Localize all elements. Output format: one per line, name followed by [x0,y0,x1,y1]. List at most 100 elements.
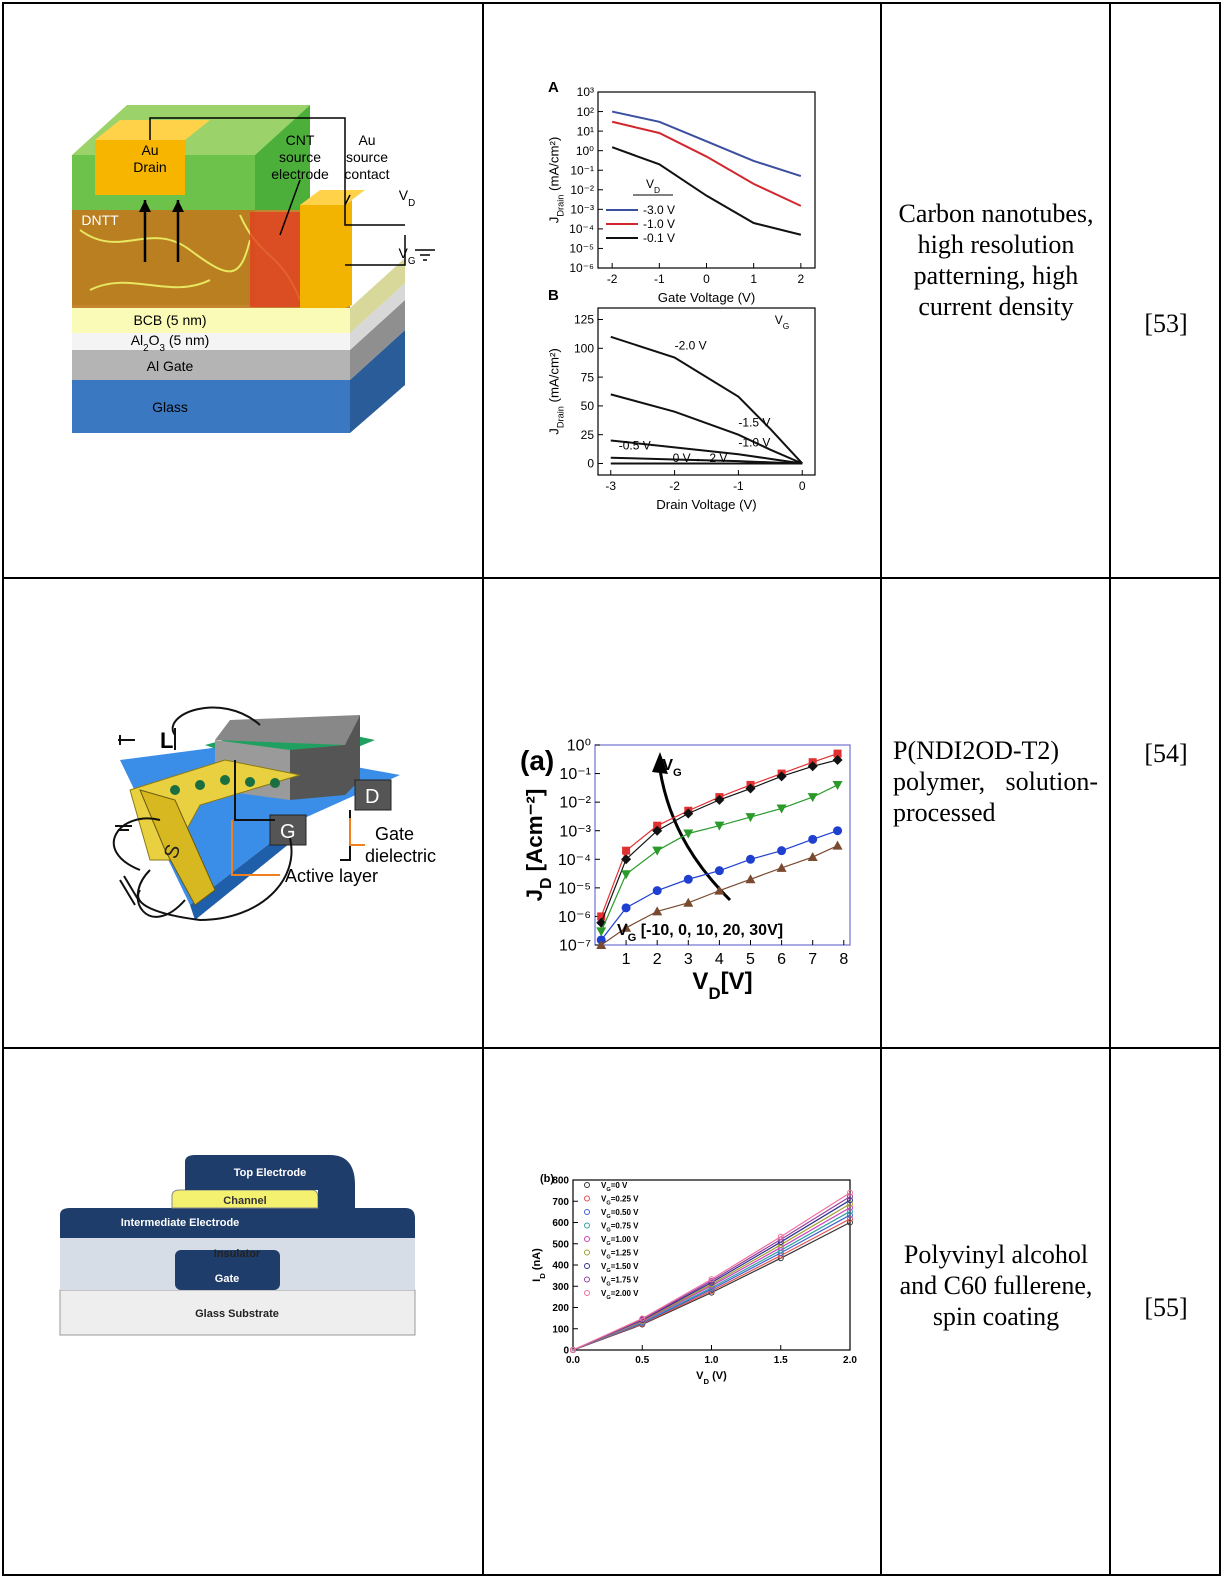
diagram-label: Top Electrode [234,1167,307,1179]
y-tick-label: 10⁻⁴ [558,852,591,869]
text-part: =2.00 V [611,1289,639,1298]
y-tick-label: 25 [581,428,595,442]
text-part: V [692,968,708,995]
marker [833,841,843,850]
reference: [54] [1112,738,1220,769]
annotation: VG [775,313,790,331]
y-tick-label: 700 [552,1197,569,1208]
y-tick-label: 0 [587,457,594,471]
legend-label: VG=0 V [601,1181,628,1193]
marker [808,793,818,802]
subscript: G [783,321,790,331]
subscript: G [408,256,416,267]
annotation: VG [662,757,682,779]
diagram-label: DNTT [81,212,119,228]
y-tick-label: 10² [577,105,594,119]
diagram-label: L [160,728,173,753]
y-tick-label: 10⁻¹ [559,766,591,783]
series-label: -2.0 V [675,339,707,353]
marker [585,1264,590,1269]
y-tick-label: 10⁻⁶ [558,909,591,926]
marker [833,826,842,835]
x-tick-label: -3 [605,479,616,493]
legend-label: VG=1.75 V [601,1276,639,1288]
x-tick-label: 1.0 [705,1355,719,1366]
diagram-label: Au [141,142,158,158]
x-tick-label: 0 [703,272,710,286]
panel-label: (b) [540,1173,554,1185]
text-part: Al [131,332,143,348]
text-part: =0.25 V [611,1195,639,1204]
text-part: V [617,922,628,939]
text-part: (mA/cm²) [546,137,561,195]
y-tick-label: 75 [581,370,595,384]
x-tick-label: 1 [622,951,631,968]
marker [683,829,693,838]
legend-label: VG=1.00 V [601,1235,639,1247]
legend-label: VG=1.50 V [601,1262,639,1274]
annotation: VG [-10, 0, 10, 20, 30V] [617,922,783,944]
subscript: G [628,932,637,944]
x-tick-label: 0.0 [566,1355,580,1366]
text-part: =0.50 V [611,1208,639,1217]
marker [585,1223,590,1228]
x-tick-label: -2 [669,479,680,493]
marker [833,781,843,790]
device-diagram-pva: Top Electrode Channel Intermediate Elect… [60,1155,415,1335]
y-tick-label: 10³ [577,85,594,99]
marker [585,1183,590,1188]
y-tick-label: 500 [552,1239,569,1250]
diagram-label: Gate [215,1273,239,1285]
plot-frame [598,92,815,268]
x-tick-label: 4 [715,951,724,968]
diagram-label: Drain [133,159,166,175]
diagram-label: CNT [286,132,315,148]
x-tick-label: 6 [777,951,786,968]
diagram-label: Intermediate Electrode [121,1217,240,1229]
y-tick-label: 300 [552,1282,569,1293]
x-tick-label: 0.5 [635,1355,649,1366]
diagram-label: Insulator [214,1248,261,1260]
series-line [601,760,837,923]
y-tick-label: 10⁻² [559,795,591,812]
text-part: J [546,428,561,435]
y-tick-label: 125 [574,313,594,327]
diagram-label: Au [358,132,375,148]
text-part: (nA) [531,1248,543,1273]
text-part: =1.25 V [611,1249,639,1258]
y-tick-label: 100 [574,342,594,356]
legend-label: VG=0.25 V [601,1195,639,1207]
vg-arrow [660,770,730,900]
x-tick-label: 1.5 [774,1355,788,1366]
diagram-label: Channel [223,1195,266,1207]
y-tick-label: 10⁰ [567,738,591,755]
panel-label: A [548,79,559,96]
text-part: (V) [709,1370,727,1382]
text-part: =0 V [611,1181,628,1190]
legend-label: VG=1.25 V [601,1249,639,1261]
x-tick-label: 8 [839,951,848,968]
y-tick-label: 800 [552,1176,569,1187]
legend-label: -3.0 V [643,203,675,217]
subscript: Drain [555,195,565,217]
marker [777,863,787,872]
y-tick-label: 10⁻² [570,183,594,197]
text-part: J [522,889,547,901]
series-line [612,147,801,235]
y-tick-label: 10⁻³ [570,203,594,217]
y-tick-label: 10⁻⁵ [558,880,591,897]
x-tick-label: 3 [684,951,693,968]
text-part: V [646,177,654,191]
marker [777,846,786,855]
y-axis-label: ID (nA) [531,1248,547,1282]
panel-label: B [548,287,559,304]
x-tick-label: 2 [798,272,805,286]
legend-label: -0.1 V [643,231,675,245]
device-diagram-cnt: Au Drain CNT source electrode Au source … [72,105,435,433]
diagram-label: Active layer [285,866,378,886]
text-part: V [662,757,673,774]
marker [746,855,755,864]
page: Au Drain CNT source electrode Au source … [0,0,1225,1578]
